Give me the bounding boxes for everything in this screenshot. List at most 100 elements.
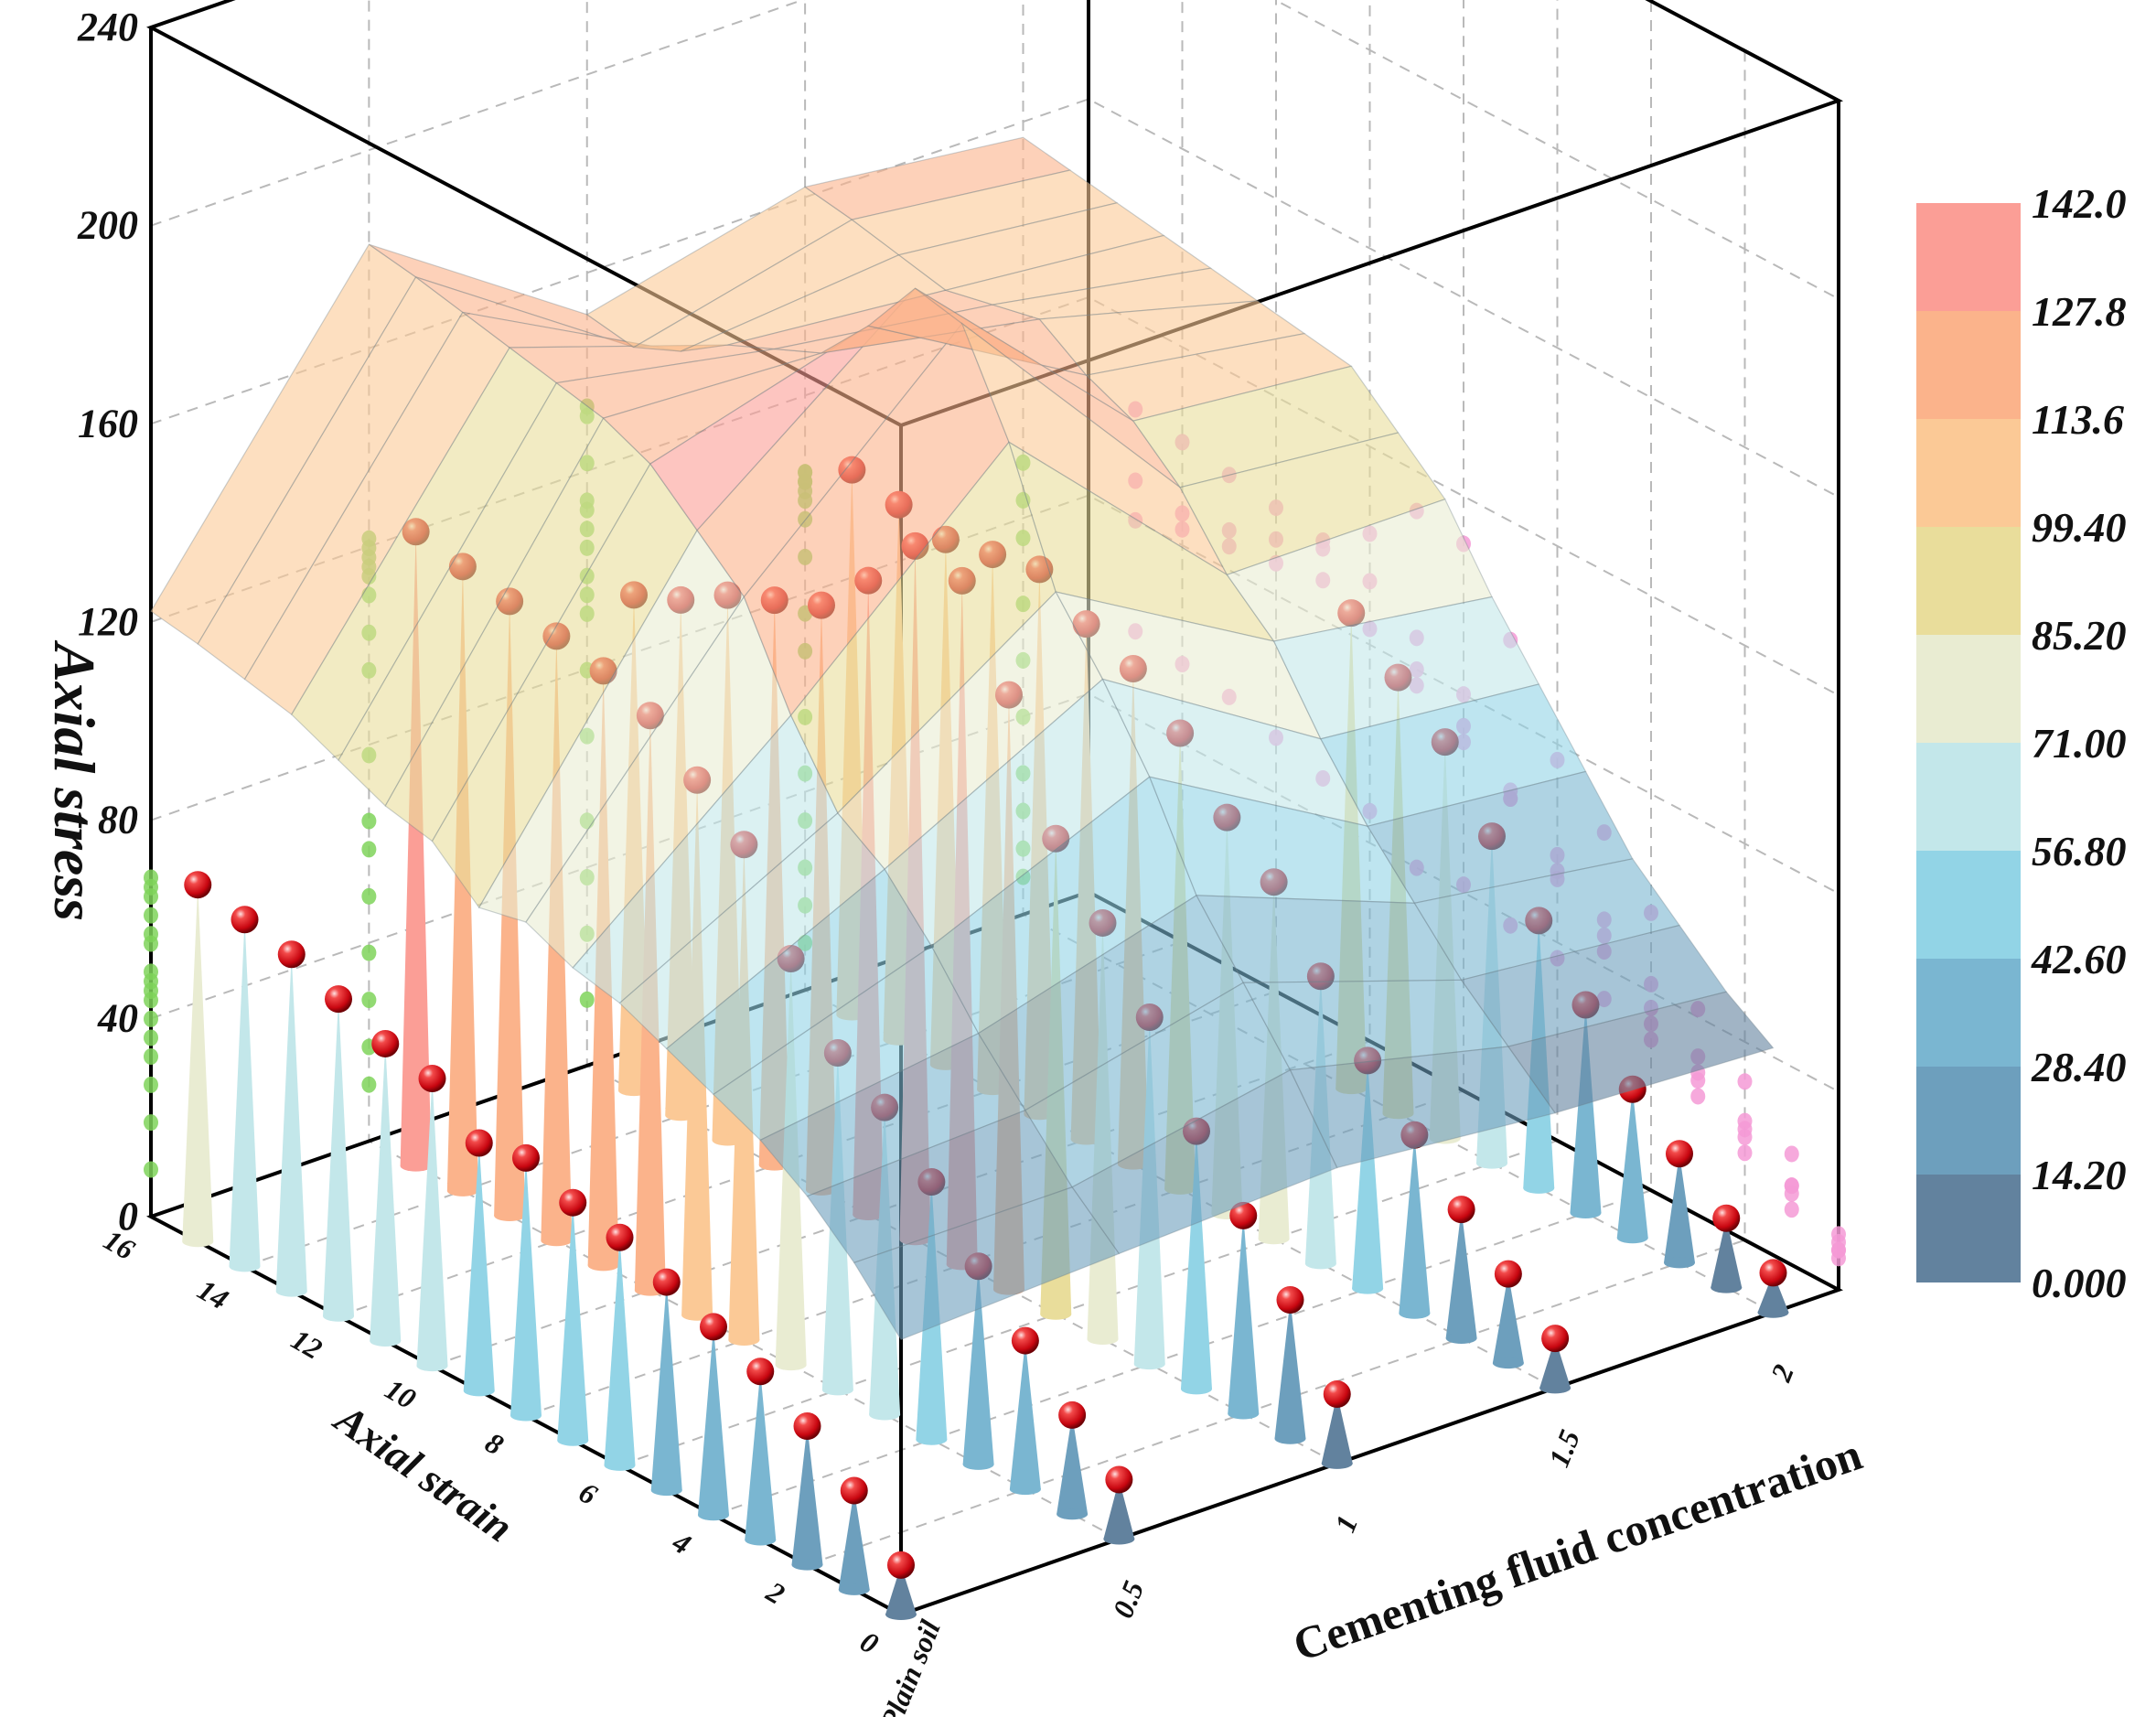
colorbar-label: 113.6 xyxy=(2032,396,2124,443)
data-marker xyxy=(465,1129,493,1157)
data-cone-base xyxy=(587,1260,619,1272)
z-axis-ticks: 0 40 80 120 160 200 240 xyxy=(77,5,138,1239)
data-cone xyxy=(1180,1131,1212,1390)
data-cone-base xyxy=(1321,1457,1353,1469)
data-cone xyxy=(229,919,261,1267)
grid-line xyxy=(807,50,1746,1566)
strain-tick-label: 4 xyxy=(667,1525,697,1561)
colorbar: 142.0 127.8 113.6 99.40 85.20 71.00 56.80 42.60… xyxy=(1916,180,2127,1306)
data-marker xyxy=(371,1029,400,1057)
data-cone xyxy=(323,999,354,1316)
data-cone-base xyxy=(557,1434,589,1446)
colorbar-label: 71.00 xyxy=(2032,720,2127,767)
projection-dot-concentration xyxy=(1737,1112,1753,1130)
data-marker xyxy=(231,906,259,934)
projection-dot-strain xyxy=(361,1076,377,1093)
data-cone-base xyxy=(494,1210,526,1222)
data-cone-base xyxy=(1040,1308,1072,1320)
data-cone xyxy=(510,1157,542,1416)
data-cone-base xyxy=(1492,1358,1524,1369)
data-marker xyxy=(1447,1196,1475,1224)
projection-dot-strain xyxy=(144,926,158,943)
data-cone-base xyxy=(1228,1408,1260,1420)
data-marker xyxy=(606,1223,634,1251)
data-cone xyxy=(1274,1300,1306,1439)
colorbar-label: 0.000 xyxy=(2032,1260,2127,1306)
colorbar-label: 85.20 xyxy=(2032,612,2127,659)
surface-patch xyxy=(803,136,1072,220)
data-cone-base xyxy=(1523,1182,1555,1194)
data-cone-base xyxy=(916,1433,948,1445)
concentration-tick-label: 1.5 xyxy=(1542,1425,1586,1472)
z-tick-label: 240 xyxy=(77,5,138,49)
colorbar-swatch xyxy=(1916,743,2021,851)
z-axis-title: Axial stress xyxy=(42,639,107,921)
data-cone-base xyxy=(1539,1382,1571,1394)
data-cone xyxy=(1445,1209,1477,1338)
colorbar-swatch xyxy=(1916,1067,2021,1175)
colorbar-swatch xyxy=(1916,1175,2021,1282)
projection-dot-concentration xyxy=(1737,1128,1753,1145)
z-tick-label: 200 xyxy=(77,203,138,248)
projection-dot-concentration xyxy=(1737,1144,1753,1162)
data-cone-base xyxy=(446,1185,478,1197)
data-cone xyxy=(370,1043,402,1341)
surface-patch xyxy=(1085,332,1353,422)
data-marker xyxy=(793,1411,821,1440)
data-cone xyxy=(962,1266,994,1465)
data-marker xyxy=(325,985,352,1014)
colorbar-swatch xyxy=(1916,527,2021,635)
data-cone-base xyxy=(1258,1233,1290,1245)
data-cone-base xyxy=(1352,1282,1384,1294)
data-marker xyxy=(1105,1465,1133,1494)
data-cone-base xyxy=(1399,1307,1431,1319)
strain-tick-label: 14 xyxy=(192,1272,234,1315)
data-marker xyxy=(1276,1286,1304,1315)
data-cone xyxy=(416,1078,448,1367)
projection-dot-strain xyxy=(579,991,595,1008)
data-marker xyxy=(1011,1326,1039,1355)
colorbar-swatch xyxy=(1916,203,2021,311)
surface-patch xyxy=(1460,924,1728,1047)
data-cone-base xyxy=(1663,1257,1695,1269)
projection-dot-strain xyxy=(361,992,377,1009)
projection-dot-strain xyxy=(361,887,377,905)
data-cone-base xyxy=(1103,1533,1135,1545)
data-cone-base xyxy=(400,1160,432,1172)
data-cone-base xyxy=(869,1409,901,1421)
data-marker xyxy=(1541,1325,1570,1353)
data-cone xyxy=(604,1237,636,1465)
data-cone-base xyxy=(1087,1333,1119,1345)
projection-dot-strain xyxy=(144,1076,158,1093)
surface-patch xyxy=(1132,365,1400,488)
projection-dot-concentration xyxy=(1784,1185,1799,1202)
data-cone-base xyxy=(370,1335,402,1347)
surface-patch xyxy=(850,169,1119,256)
data-cone xyxy=(745,1371,777,1540)
data-cone xyxy=(275,954,307,1292)
projection-dot-strain xyxy=(144,907,158,924)
data-cone-base xyxy=(745,1534,777,1546)
data-marker xyxy=(1229,1201,1258,1229)
grid-line xyxy=(150,0,1840,102)
data-cone-base xyxy=(791,1559,823,1571)
data-cone xyxy=(650,1282,682,1491)
data-cone-base xyxy=(604,1459,636,1471)
z-tick-label: 0 xyxy=(118,1194,138,1239)
concentration-tick-label: 2 xyxy=(1764,1359,1800,1386)
data-cone-base xyxy=(728,1334,760,1346)
surface-patch xyxy=(897,202,1165,291)
concentration-tick-label: 1 xyxy=(1328,1511,1364,1537)
strain-tick-label: 10 xyxy=(380,1372,422,1415)
concentration-tick-label: 0.5 xyxy=(1106,1576,1150,1623)
data-cone-base xyxy=(1009,1484,1041,1496)
data-cone xyxy=(1321,1394,1353,1464)
data-cone-base xyxy=(1274,1433,1306,1444)
data-cone xyxy=(791,1425,823,1565)
colorbar-label: 14.20 xyxy=(2032,1152,2127,1198)
data-marker xyxy=(184,871,212,899)
data-cone-base xyxy=(962,1458,994,1470)
data-cone-base xyxy=(1475,1157,1507,1169)
data-marker xyxy=(559,1188,587,1217)
